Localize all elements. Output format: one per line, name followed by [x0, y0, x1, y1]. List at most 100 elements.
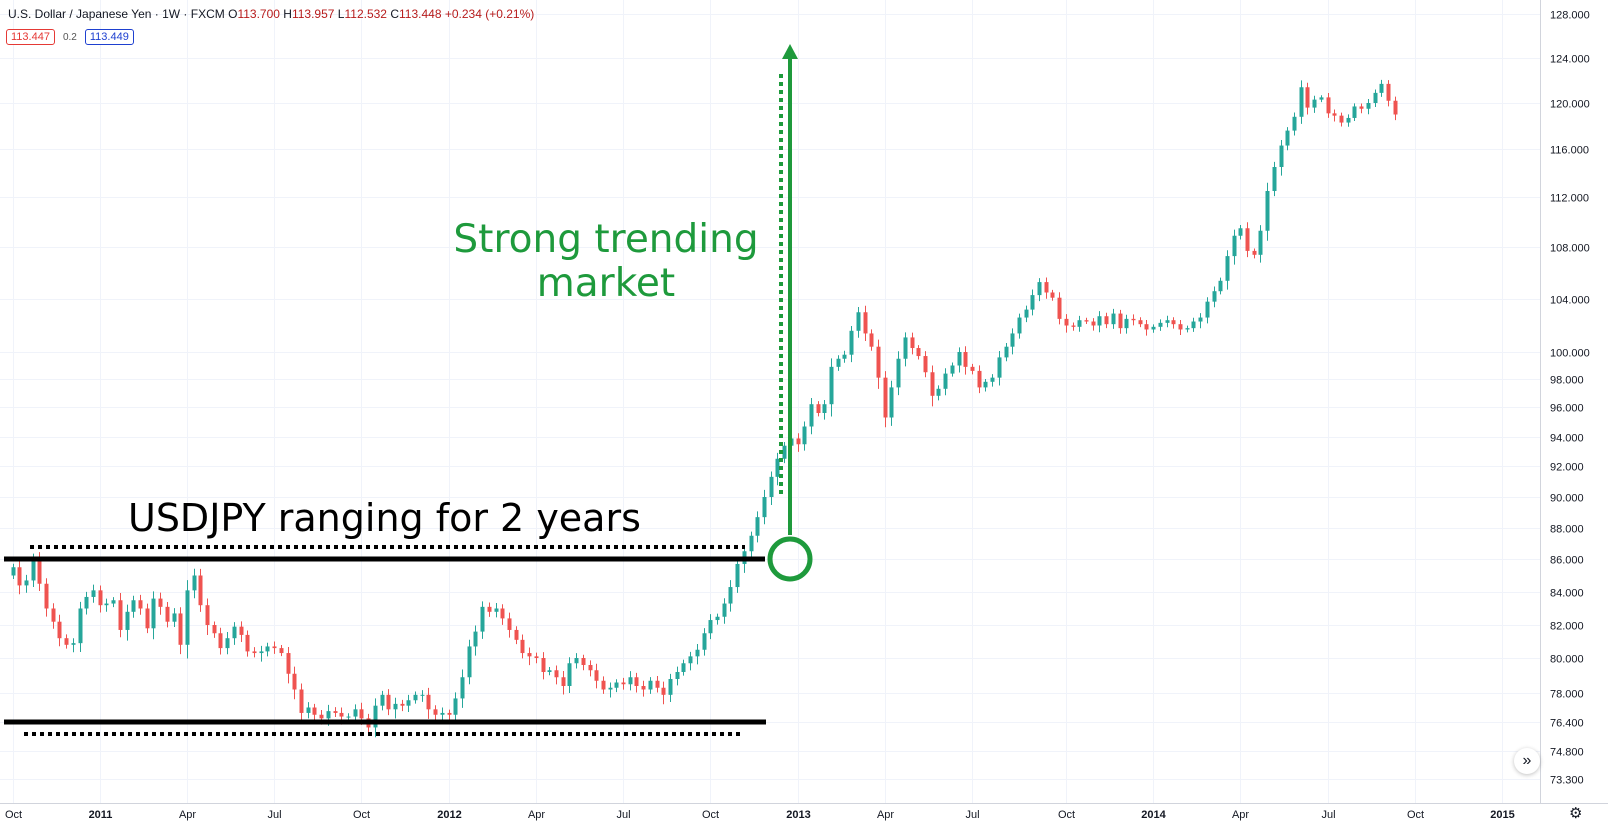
gear-icon: ⚙ [1569, 805, 1583, 822]
candle-body [614, 682, 619, 688]
candle-body [520, 639, 525, 654]
candle-body [1124, 318, 1129, 329]
candle-body [936, 388, 941, 396]
candle-body [185, 590, 190, 645]
candle-body [71, 643, 76, 645]
candle-body [655, 680, 660, 688]
candle-body [1191, 321, 1196, 329]
buy-price-button[interactable]: 113.449 [84, 29, 134, 45]
time-tick-label: Jul [965, 809, 979, 821]
candle-body [1037, 282, 1042, 296]
candle-body [675, 672, 680, 679]
candle-body [1131, 318, 1136, 321]
price-tick-label: 104.000 [1550, 295, 1590, 307]
time-tick-label: 2014 [1141, 809, 1166, 821]
candle-body [950, 365, 955, 374]
candle-body [574, 658, 579, 664]
price-tick-label: 128.000 [1550, 10, 1590, 22]
time-tick-label: Apr [1232, 809, 1249, 821]
candle-body [702, 633, 707, 650]
candle-body [380, 694, 385, 706]
candle-body [1144, 324, 1149, 330]
candle-body [1272, 167, 1277, 191]
symbol-title: U.S. Dollar / Japanese Yen · 1W · FXCM [8, 7, 225, 21]
candle-body [265, 646, 270, 652]
candle-body [990, 377, 995, 382]
price-tick-label: 84.000 [1550, 588, 1584, 600]
candle-body [172, 613, 177, 622]
candle-body [581, 658, 586, 665]
candle-body [829, 366, 834, 405]
candle-body [997, 357, 1002, 378]
sell-price-button[interactable]: 113.447 [6, 29, 55, 45]
candle-body [165, 606, 170, 622]
high-value: 113.957 [291, 7, 335, 21]
candle-body [957, 352, 962, 366]
candle-body [1158, 322, 1163, 327]
candle-body [1252, 250, 1257, 255]
candle-body [554, 670, 559, 678]
candle-body [1312, 99, 1317, 108]
candle-body [393, 703, 398, 710]
candle-body [98, 590, 103, 606]
candle-body [816, 404, 821, 413]
price-tick-label: 82.000 [1550, 621, 1584, 633]
candle-body [1104, 316, 1109, 325]
candle-body [963, 352, 968, 367]
price-tick-label: 92.000 [1550, 462, 1584, 474]
candle-body [802, 426, 807, 445]
chart-settings-button[interactable]: ⚙ [1569, 806, 1582, 822]
candle-body [809, 404, 814, 427]
candle-body [796, 438, 801, 445]
candle-body [494, 608, 499, 612]
candle-body [1151, 326, 1156, 330]
candle-body [514, 629, 519, 640]
candle-body [286, 653, 291, 674]
candle-body [1111, 313, 1116, 325]
candle-body [292, 673, 297, 690]
chart-grid [0, 0, 1540, 803]
candle-body [1352, 106, 1357, 118]
candle-body [1373, 92, 1378, 103]
candle-body [420, 694, 425, 696]
candle-body [1165, 320, 1170, 323]
candle-body [534, 656, 539, 658]
candle-body [279, 648, 284, 654]
candle-body [1319, 97, 1324, 100]
candle-body [1071, 325, 1076, 327]
price-tick-label: 80.000 [1550, 654, 1584, 666]
candle-body [1339, 115, 1344, 123]
candle-body [1232, 235, 1237, 257]
candle-body [695, 649, 700, 657]
candle-body [728, 587, 733, 604]
candle-body [440, 712, 445, 715]
candle-body [601, 680, 606, 690]
candle-body [299, 689, 304, 713]
candle-body [1218, 280, 1223, 292]
candle-body [1359, 106, 1364, 109]
candle-body [232, 626, 237, 639]
price-tick-label: 94.000 [1550, 433, 1584, 445]
candle-body [1178, 324, 1183, 330]
price-tick-label: 74.800 [1550, 747, 1584, 759]
candle-body [668, 679, 673, 695]
candle-body [661, 687, 666, 695]
candle-body [1212, 291, 1217, 302]
candle-body [346, 716, 351, 718]
time-tick-label: Oct [1058, 809, 1075, 821]
price-tick-label: 88.000 [1550, 524, 1584, 536]
candle-body [769, 476, 774, 497]
scroll-to-realtime-button[interactable]: » [1514, 748, 1540, 774]
candle-body [400, 703, 405, 706]
candle-body [1138, 320, 1143, 325]
candle-body [896, 358, 901, 388]
time-tick-label: Oct [1407, 809, 1424, 821]
candle-body [198, 575, 203, 606]
candle-body [755, 517, 760, 536]
candle-body [903, 337, 908, 359]
candle-body [64, 638, 69, 645]
time-tick-label: Jul [1321, 809, 1335, 821]
candle-body [1010, 333, 1015, 347]
symbol-legend: U.S. Dollar / Japanese Yen · 1W · FXCM O… [8, 7, 534, 21]
